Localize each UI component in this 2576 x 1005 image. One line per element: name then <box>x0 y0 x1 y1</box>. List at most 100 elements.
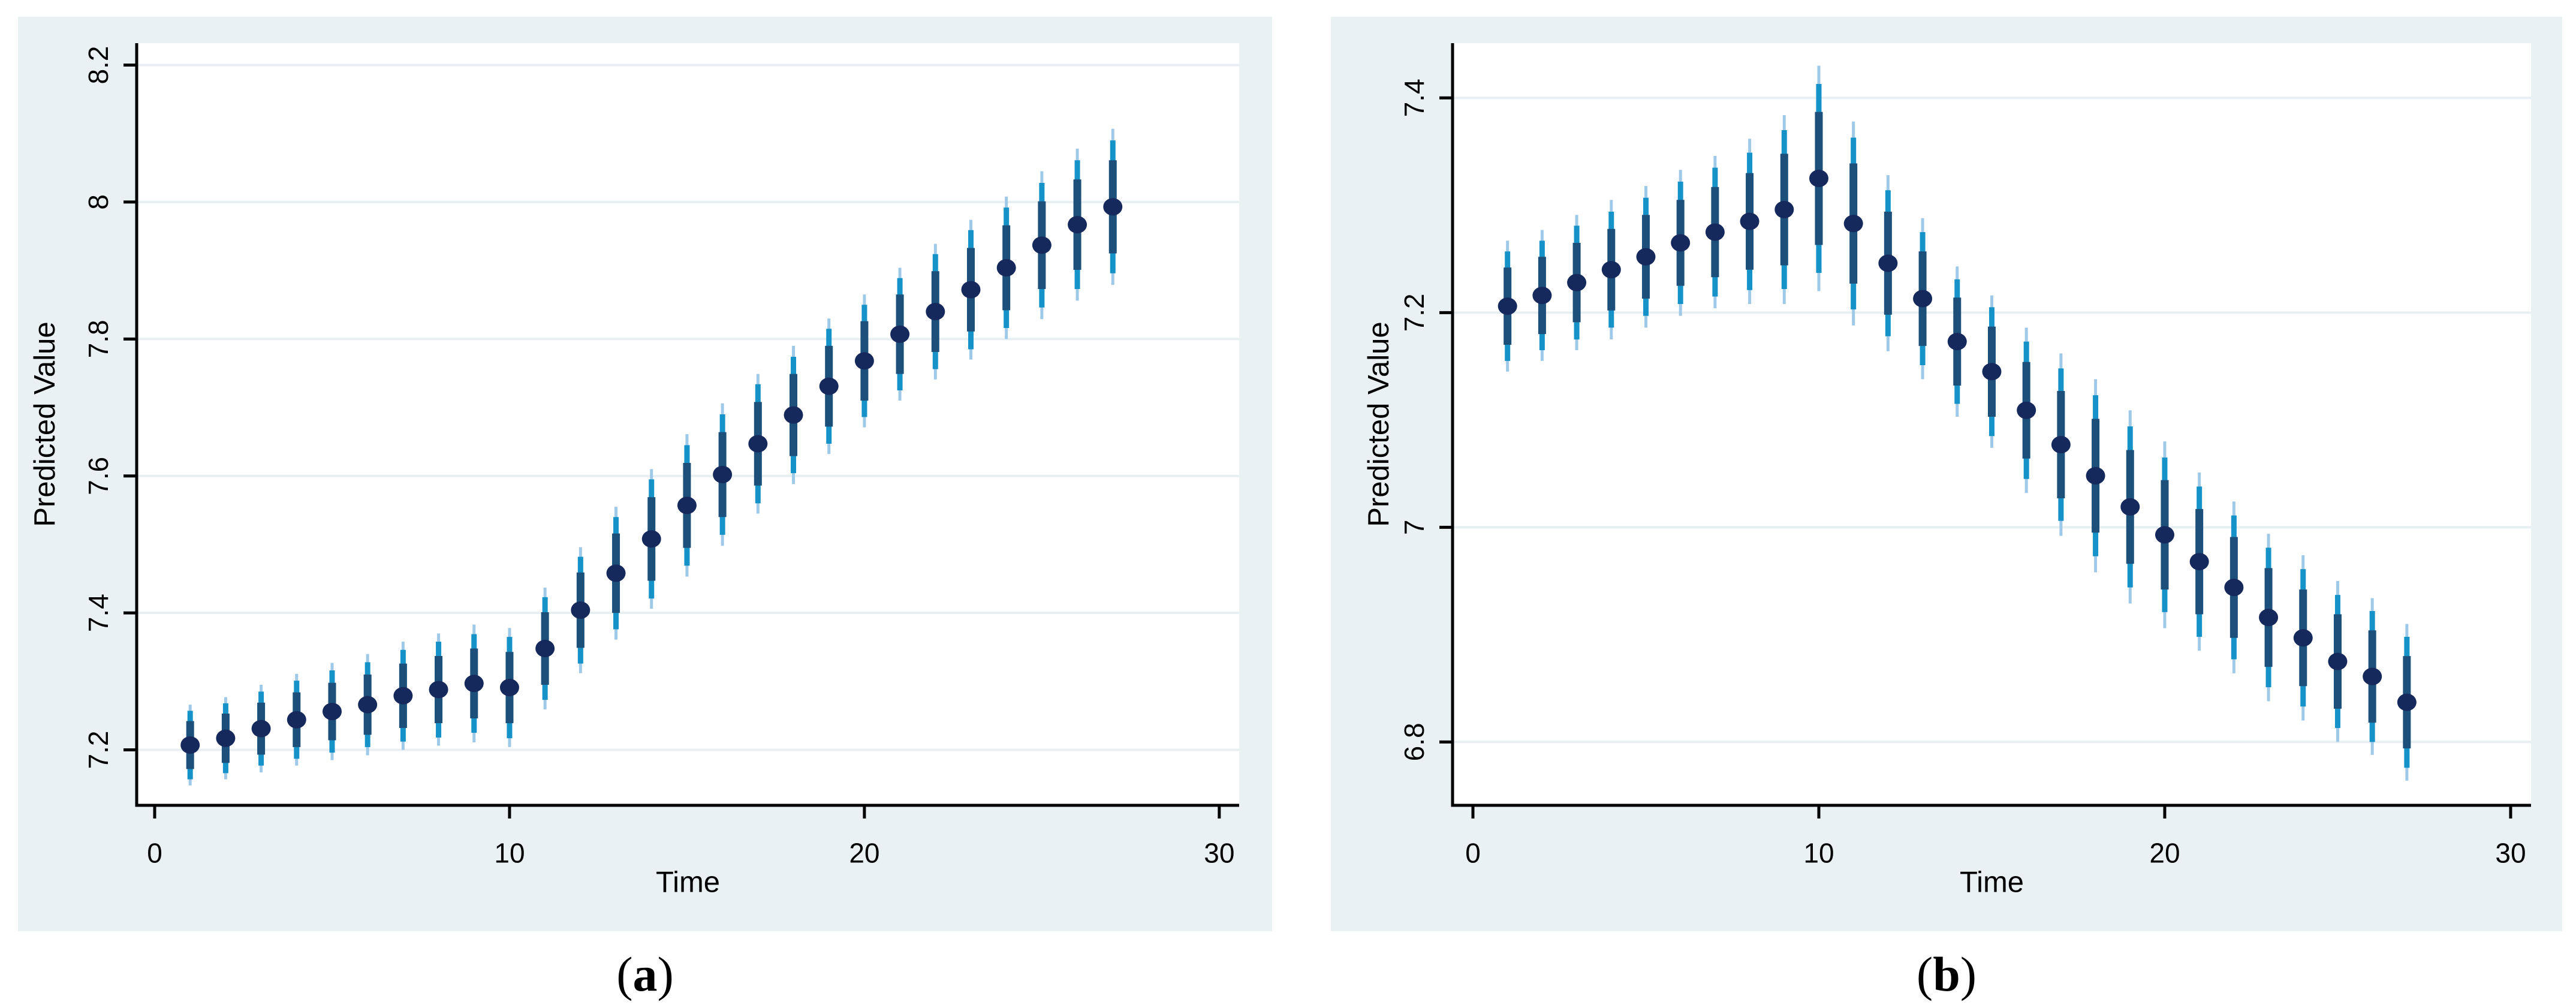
data-point <box>2017 327 2036 494</box>
point-marker <box>358 696 378 714</box>
data-point <box>1567 215 1587 350</box>
data-point <box>571 547 590 673</box>
point-marker <box>1498 297 1517 315</box>
point-marker <box>1947 333 1967 351</box>
panel-b-figure: 6.8 7 7.2 7.4 0 10 20 30 Time Predicted Value <box>1331 17 2562 931</box>
point-marker <box>216 729 236 747</box>
point-marker <box>499 679 519 697</box>
point-marker <box>1878 254 1898 272</box>
point-marker <box>1601 261 1621 279</box>
point-marker <box>251 720 271 738</box>
point-marker <box>1705 223 1725 241</box>
y-tick-label: 6.8 <box>1399 723 1430 761</box>
point-marker <box>996 259 1016 277</box>
point-marker <box>606 564 626 582</box>
point-marker <box>2189 553 2209 571</box>
point-marker <box>641 530 661 548</box>
caption-open-paren: ( <box>616 947 633 1001</box>
data-point <box>1809 65 1828 291</box>
point-marker <box>464 675 484 693</box>
data-point <box>1032 171 1052 320</box>
data-point <box>2086 379 2105 573</box>
x-axis-title: Time <box>656 866 720 898</box>
data-point <box>784 345 803 485</box>
point-marker <box>1982 363 2002 381</box>
data-point <box>2224 501 2244 673</box>
data-point <box>854 294 874 428</box>
data-point <box>1947 266 1967 417</box>
point-marker <box>748 435 768 453</box>
data-point <box>2293 555 2313 721</box>
point-marker <box>2017 401 2036 419</box>
y-tick-label: 7.8 <box>83 320 114 358</box>
data-point <box>2259 534 2279 702</box>
data-point <box>322 663 342 760</box>
data-point <box>358 654 378 756</box>
data-point <box>606 507 626 640</box>
data-point <box>1532 230 1552 361</box>
data-point <box>1636 186 1656 328</box>
point-marker <box>890 325 910 343</box>
data-point <box>216 697 236 780</box>
x-tick-label: 10 <box>1803 838 1834 869</box>
data-point <box>1982 295 2002 448</box>
point-marker <box>429 681 448 699</box>
data-point <box>1913 218 1933 380</box>
data-point <box>2120 410 2140 604</box>
y-axis-title: Predicted Value <box>1363 321 1395 526</box>
point-marker <box>819 377 839 395</box>
point-marker <box>854 352 874 370</box>
caption-close-paren: ) <box>1960 947 1977 1001</box>
data-point <box>1705 155 1725 309</box>
data-point <box>393 642 413 750</box>
data-point <box>713 403 733 546</box>
point-marker <box>2293 629 2313 647</box>
x-tick-label: 0 <box>1465 838 1481 869</box>
panel-b-caption: (b) <box>1331 946 2562 1003</box>
point-marker <box>2259 609 2279 627</box>
y-tick-label: 8 <box>83 194 114 210</box>
data-point <box>2155 441 2174 628</box>
data-point <box>1671 170 1691 316</box>
caption-letter: b <box>1933 947 1960 1001</box>
data-point <box>1774 115 1794 305</box>
panel-a-caption: (a) <box>18 946 1272 1003</box>
point-marker <box>2363 667 2382 685</box>
point-marker <box>784 406 803 424</box>
data-point <box>677 434 697 577</box>
point-marker <box>2397 693 2417 711</box>
point-marker <box>677 497 697 514</box>
panel-b-chart: 6.8 7 7.2 7.4 0 10 20 30 Time Predicted Value <box>1331 17 2562 931</box>
point-marker <box>1740 212 1759 230</box>
data-point <box>1740 139 1759 305</box>
caption-close-paren: ) <box>657 947 674 1001</box>
data-point <box>1103 128 1123 285</box>
point-marker <box>1809 170 1828 188</box>
point-marker <box>571 601 590 619</box>
data-point <box>2051 353 2071 536</box>
data-point <box>996 196 1016 339</box>
point-marker <box>1532 287 1552 305</box>
data-point <box>180 705 200 786</box>
data-point <box>2189 473 2209 651</box>
data-point <box>819 318 839 455</box>
point-marker <box>393 687 413 705</box>
point-marker <box>322 703 342 721</box>
y-tick-label: 7.4 <box>1399 79 1430 117</box>
panel-a-chart: 7.2 7.4 7.6 7.8 8 8.2 0 10 20 30 Time Predicted Val… <box>18 17 1272 931</box>
point-marker <box>1671 234 1691 252</box>
x-tick-label: 10 <box>494 838 525 869</box>
data-point <box>499 628 519 747</box>
y-tick-label: 7 <box>1399 520 1430 535</box>
point-marker <box>287 711 306 729</box>
data-point <box>535 587 555 710</box>
point-marker <box>713 465 733 483</box>
point-marker <box>535 639 555 657</box>
point-marker <box>1774 200 1794 218</box>
caption-open-paren: ( <box>1916 947 1933 1001</box>
data-point <box>961 219 981 360</box>
y-tick-label: 7.4 <box>83 594 114 632</box>
point-marker <box>1636 248 1656 266</box>
point-marker <box>1068 216 1087 234</box>
